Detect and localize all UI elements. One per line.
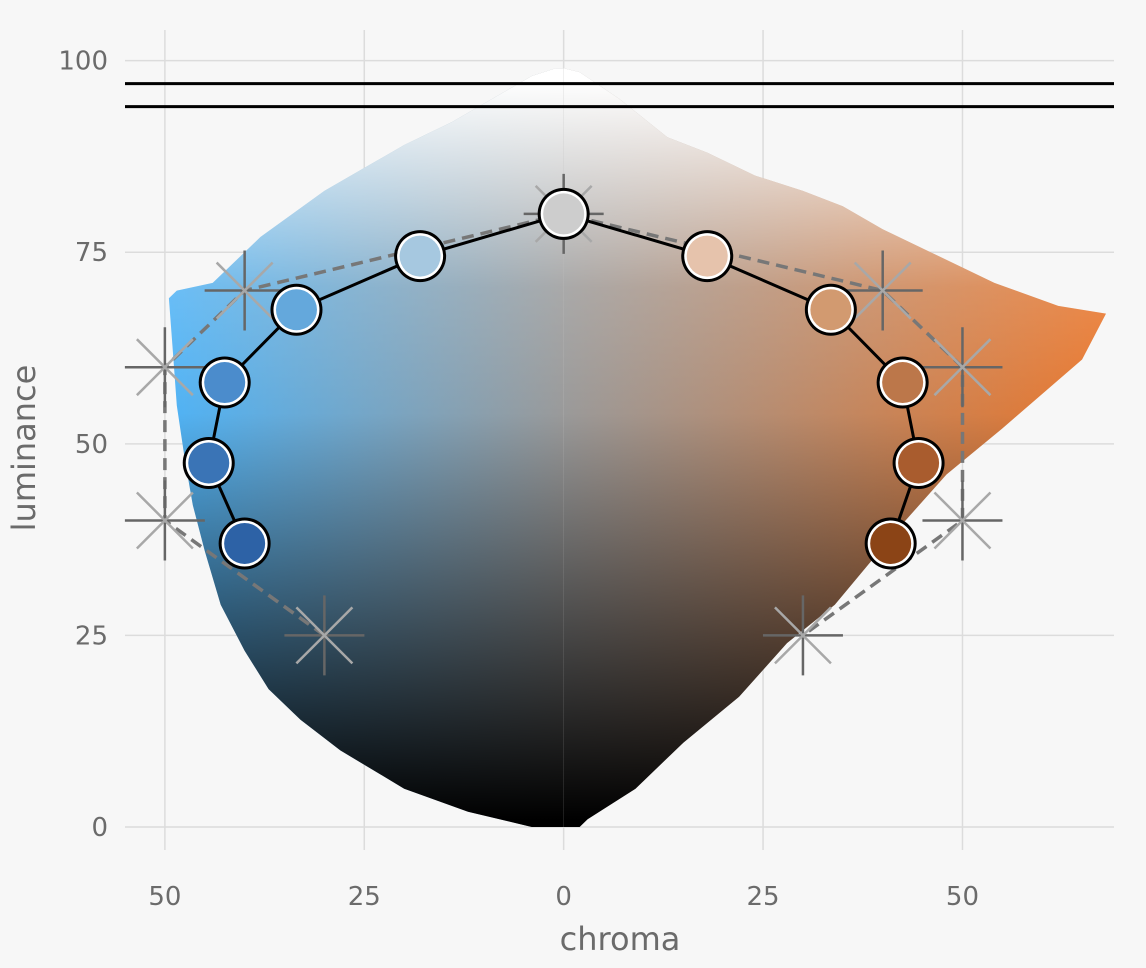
color-gamut — [168, 68, 1106, 828]
palette-points — [182, 187, 945, 570]
control-point-marker — [124, 480, 205, 561]
control-point-marker — [922, 327, 1003, 408]
control-point-marker — [922, 480, 1003, 561]
palette-point — [270, 283, 323, 336]
control-point-marker — [124, 327, 205, 408]
x-tick-label: 25 — [348, 882, 381, 912]
right-gamut-dark — [563, 68, 1106, 828]
y-tick-label: 0 — [91, 813, 108, 843]
palette-point — [681, 230, 734, 283]
x-tick-label: 25 — [747, 882, 780, 912]
palette-point — [218, 517, 271, 570]
palette-point — [876, 356, 929, 409]
tick-labels: 50 25 0 25 50 0 25 50 75 100 — [58, 47, 979, 912]
x-axis-title: chroma — [560, 920, 681, 958]
left-gamut-dark — [168, 68, 564, 828]
y-axis-title: luminance — [5, 365, 43, 532]
palette-point — [537, 187, 590, 240]
x-tick-label: 50 — [946, 882, 979, 912]
palette-point — [182, 436, 235, 489]
y-tick-label: 50 — [75, 430, 108, 460]
palette-point — [892, 436, 945, 489]
palette-point — [864, 517, 917, 570]
y-tick-label: 25 — [75, 621, 108, 651]
x-tick-label: 0 — [555, 882, 572, 912]
y-tick-label: 75 — [75, 238, 108, 268]
palette-point — [804, 283, 857, 336]
control-point-markers — [124, 173, 1003, 676]
y-tick-label: 100 — [58, 47, 108, 77]
reference-lines — [125, 82, 1114, 109]
palette-point — [198, 356, 251, 409]
x-tick-label: 50 — [148, 882, 181, 912]
control-point-marker — [284, 595, 365, 676]
palette-point — [394, 230, 447, 283]
control-point-marker — [204, 250, 285, 331]
control-point-marker — [762, 595, 843, 676]
control-point-marker — [842, 250, 923, 331]
